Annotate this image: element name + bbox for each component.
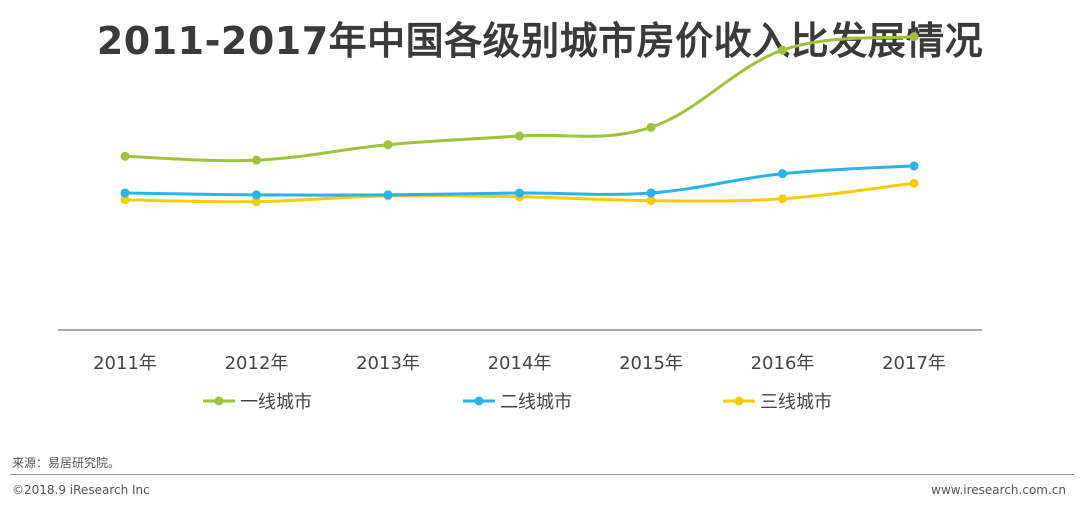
x-tick-label: 2012年	[225, 353, 289, 374]
data-point-s3-2	[252, 197, 261, 207]
data-point-s2-4	[515, 188, 524, 198]
data-point-s3-1	[120, 195, 130, 205]
data-point-s2-2	[252, 190, 261, 200]
legend-swatch-marker	[734, 396, 744, 406]
x-tick-label: 2013年	[356, 353, 420, 374]
x-tick-label: 2014年	[488, 353, 552, 374]
x-tick-label: 2015年	[619, 353, 683, 374]
legend-swatch-marker	[214, 396, 224, 406]
legend-item-3: 三线城市	[723, 392, 832, 413]
data-point-s1-4	[515, 131, 524, 141]
x-tick-label: 2011年	[93, 353, 157, 374]
legend-label: 一线城市	[240, 392, 312, 413]
data-point-s1-2	[252, 155, 261, 165]
data-point-s1-1	[120, 151, 130, 161]
data-point-s3-5	[646, 196, 656, 206]
data-point-s1-3	[383, 140, 393, 150]
data-point-s1-6	[778, 45, 787, 55]
legend-swatch-marker	[474, 396, 484, 406]
data-point-s1-5	[646, 122, 656, 132]
data-point-s2-6	[778, 169, 787, 179]
data-point-s2-5	[646, 188, 656, 198]
data-point-s3-7	[909, 178, 919, 188]
data-point-s2-1	[120, 188, 130, 198]
x-tick-label: 2016年	[751, 353, 815, 374]
website-link[interactable]: www.iresearch.com.cn	[931, 483, 1066, 497]
legend-label: 三线城市	[760, 392, 832, 413]
copyright-text: ©2018.9 iResearch Inc	[12, 483, 150, 497]
legend-item-2: 二线城市	[463, 392, 572, 413]
series-line-1	[124, 35, 915, 163]
source-note: 来源：易居研究院。	[12, 456, 121, 470]
x-tick-label: 2017年	[882, 353, 946, 374]
data-point-s1-7	[909, 32, 919, 42]
data-point-s3-6	[778, 194, 787, 204]
data-point-s2-7	[909, 161, 919, 171]
legend-label: 二线城市	[500, 392, 572, 413]
line-chart: 2011年 2012年 2013年 2014年 2015年 2016年 2017年 一线城市…	[58, 32, 982, 413]
legend-item-1: 一线城市	[203, 392, 312, 413]
data-point-s2-3	[383, 190, 393, 200]
footer-divider	[10, 474, 1074, 475]
